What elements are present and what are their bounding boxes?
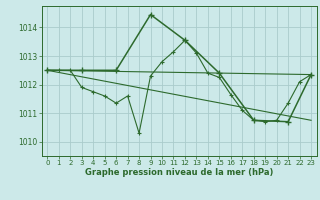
X-axis label: Graphe pression niveau de la mer (hPa): Graphe pression niveau de la mer (hPa) [85, 168, 273, 177]
